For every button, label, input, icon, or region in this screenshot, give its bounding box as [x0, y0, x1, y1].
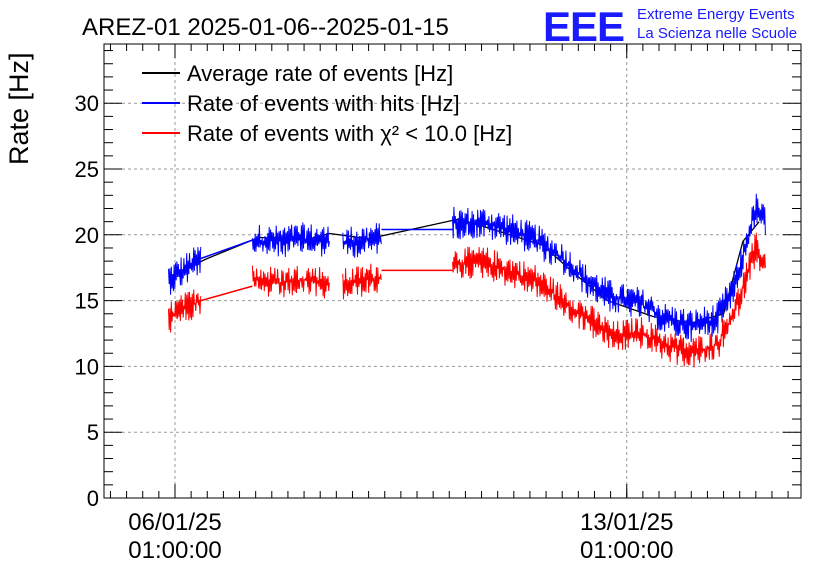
x-tick-label-date: 06/01/25 — [128, 509, 221, 536]
y-axis-label: Rate [Hz] — [4, 52, 34, 165]
series-chi2-segment — [168, 289, 202, 333]
grid-lines — [104, 44, 801, 498]
y-tick-label: 30 — [75, 91, 99, 116]
eee-logo-line2: La Scienza nelle Scuole — [637, 25, 797, 42]
legend-label-average: Average rate of events [Hz] — [187, 61, 453, 86]
series-hits-segment — [342, 223, 382, 258]
axes: 05101520253006/01/2501:00:0013/01/2501:0… — [75, 43, 802, 564]
legend-label-hits: Rate of events with hits [Hz] — [187, 91, 460, 116]
plot-frame — [103, 43, 802, 499]
eee-logo-mark: EEE — [543, 3, 624, 50]
series-hits-segment — [251, 222, 330, 258]
y-tick-label: 0 — [87, 486, 99, 511]
chart-title: AREZ-01 2025-01-06--2025-01-15 — [82, 14, 449, 41]
legend-label-chi2: Rate of events with χ² < 10.0 [Hz] — [187, 121, 512, 146]
series-chi2-connector — [200, 285, 253, 302]
y-tick-label: 25 — [75, 157, 99, 182]
eee-logo-line1: Extreme Energy Events — [637, 6, 795, 23]
x-tick-label-time: 01:00:00 — [580, 537, 673, 564]
eee-logo: EEE Extreme Energy Events La Scienza nel… — [543, 3, 797, 50]
series-chi2-segment — [342, 263, 382, 300]
y-tick-label: 5 — [87, 420, 99, 445]
legend: Average rate of events [Hz] Rate of even… — [142, 61, 512, 146]
series-chi2-segment — [452, 232, 766, 368]
series-hits-segment — [452, 193, 766, 343]
series-chi2-segment — [251, 265, 330, 299]
series-hits-segment — [168, 246, 202, 295]
series-hits-connector — [200, 239, 253, 260]
y-tick-label: 10 — [75, 354, 99, 379]
y-tick-label: 15 — [75, 289, 99, 314]
x-tick-label-date: 13/01/25 — [580, 509, 673, 536]
y-tick-label: 20 — [75, 223, 99, 248]
x-tick-label-time: 01:00:00 — [128, 537, 221, 564]
series-layer — [168, 193, 766, 368]
